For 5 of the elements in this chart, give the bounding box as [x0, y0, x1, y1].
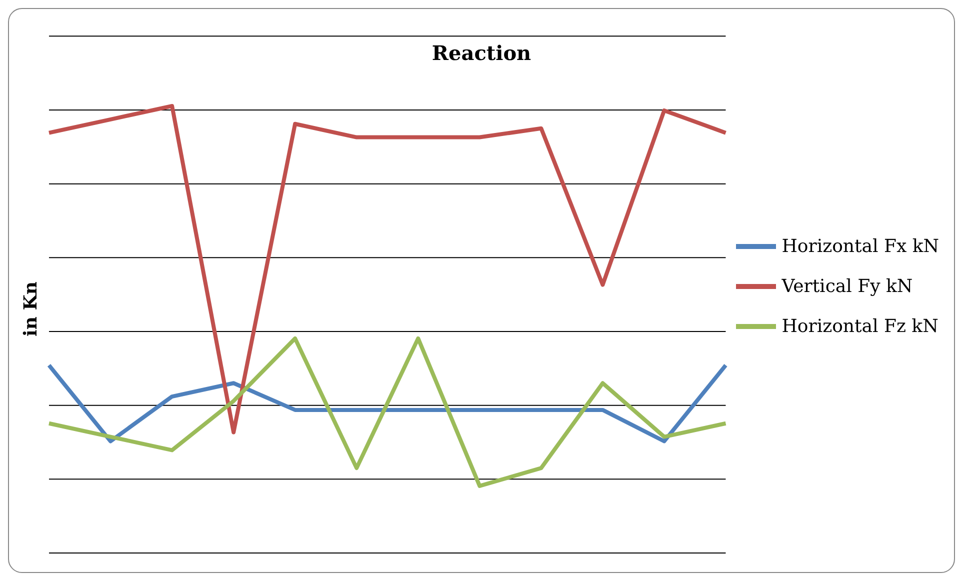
- legend-label: Vertical Fy kN: [782, 274, 913, 298]
- legend-label: Horizontal Fx kN: [782, 234, 939, 258]
- y-axis-title: in Kn: [20, 282, 42, 336]
- legend-label: Horizontal Fz kN: [782, 314, 938, 338]
- chart-title: Reaction: [430, 41, 532, 65]
